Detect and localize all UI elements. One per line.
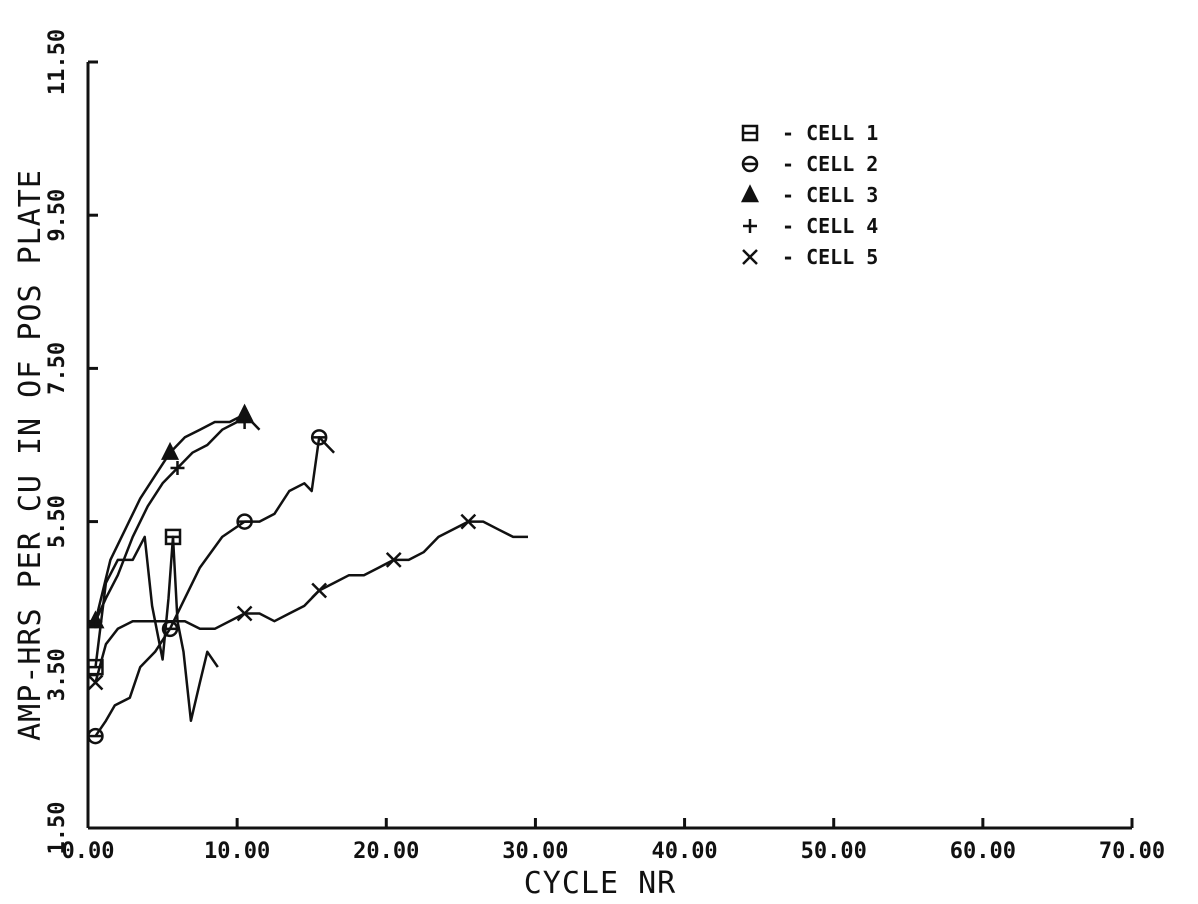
legend-label: - CELL 2 xyxy=(782,152,878,176)
x-tick-label: 40.00 xyxy=(651,839,717,864)
series-1 xyxy=(87,528,219,723)
x-tick-label: 70.00 xyxy=(1099,839,1165,864)
legend-marker xyxy=(740,184,760,203)
marker-x-detail xyxy=(311,582,328,599)
series-line-4 xyxy=(94,420,245,622)
axes: 0.00 10.00 20.00 30.00 40.00 50.00 60.00 70.00 1… xyxy=(45,29,1165,864)
series-5 xyxy=(87,513,528,691)
y-tick-label: 1.50 xyxy=(45,802,70,855)
legend: - CELL 1 - CELL 2 - CELL 3 - CELL 4 - CELL 5 xyxy=(740,121,878,269)
x-tick-label: 50.00 xyxy=(801,839,867,864)
y-tick-label: 11.50 xyxy=(45,29,70,95)
legend-label: - CELL 3 xyxy=(782,183,878,207)
legend-item-1: - CELL 1 xyxy=(741,121,878,145)
x-tick-label: 60.00 xyxy=(950,839,1016,864)
legend-item-3: - CELL 3 xyxy=(740,183,878,207)
series-3 xyxy=(86,403,261,629)
marker-triangle xyxy=(161,441,180,460)
x-axis-title: CYCLE NR xyxy=(524,866,677,901)
x-tick-label: 30.00 xyxy=(502,839,568,864)
series-line-5 xyxy=(94,520,528,683)
legend-item-4: - CELL 4 xyxy=(743,214,878,238)
legend-marker-detail xyxy=(742,249,758,265)
legend-label: - CELL 4 xyxy=(782,214,878,238)
series-line-2 xyxy=(94,436,335,737)
x-tick-label: 20.00 xyxy=(353,839,419,864)
marker-x-detail xyxy=(87,674,104,691)
marker-x-detail xyxy=(460,513,477,530)
legend-label: - CELL 1 xyxy=(782,121,878,145)
marker-x-detail xyxy=(385,552,402,568)
marker-x-detail xyxy=(236,605,253,622)
legend-item-5: - CELL 5 xyxy=(742,245,878,269)
series-line-3 xyxy=(94,413,261,622)
legend-item-2: - CELL 2 xyxy=(741,152,878,176)
series-4 xyxy=(88,415,252,629)
legend-label: - CELL 5 xyxy=(782,245,878,269)
y-axis-title: AMP-HRS PER CU IN OF POS PLATE xyxy=(13,169,48,741)
y-tick-label: 9.50 xyxy=(45,189,70,242)
series-layer xyxy=(86,403,528,745)
y-tick-label: 7.50 xyxy=(45,342,70,395)
x-tick-label: 10.00 xyxy=(204,839,270,864)
y-tick-label: 5.50 xyxy=(45,495,70,548)
x-tick-label: 0.00 xyxy=(62,839,115,864)
series-2 xyxy=(87,429,335,745)
y-tick-label: 3.50 xyxy=(45,648,70,701)
